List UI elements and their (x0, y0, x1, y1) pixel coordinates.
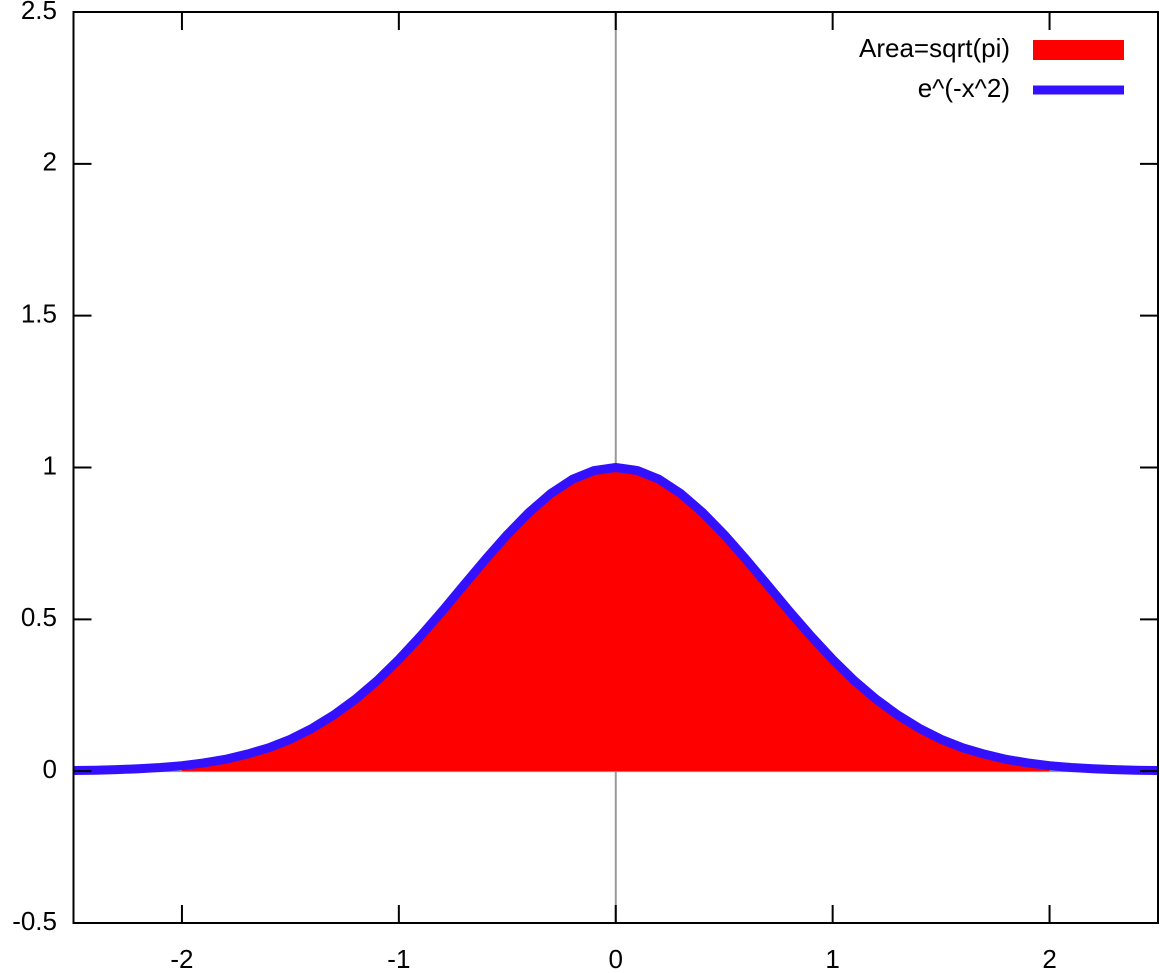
x-tick-label: 1 (825, 944, 839, 973)
x-tick-label: -1 (387, 944, 410, 973)
y-tick-label: 2 (43, 147, 57, 177)
x-tick-label: 0 (609, 944, 623, 973)
y-tick-label: 0 (43, 754, 57, 784)
line (73, 463, 1159, 776)
area (181, 467, 1050, 772)
y-tick-label: -0.5 (12, 906, 57, 936)
y-tick-label: 1.5 (21, 299, 57, 329)
x-tick-label: -2 (170, 944, 193, 973)
legend-swatch (1033, 40, 1124, 60)
y-tick-label: 2.5 (21, 0, 57, 25)
y-tick-label: 1 (43, 450, 57, 480)
y-tick-label: 0.5 (21, 602, 57, 632)
x-tick-label: 2 (1042, 944, 1056, 973)
legend-label: Area=sqrt(pi) (859, 33, 1010, 63)
legend-label: e^(-x^2) (918, 73, 1010, 103)
